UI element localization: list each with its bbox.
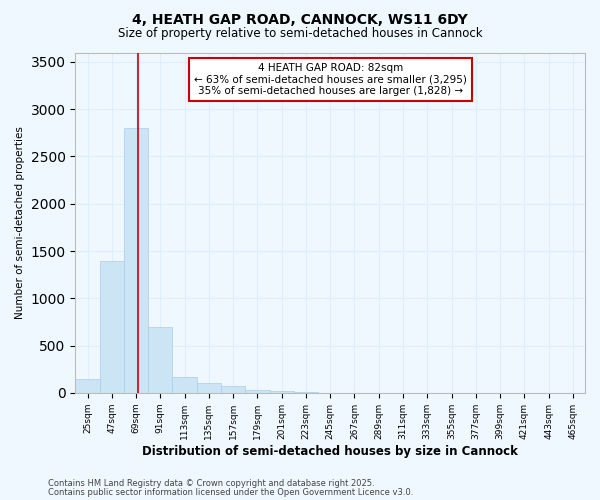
Bar: [245, 390, 269, 393]
Bar: [269, 391, 294, 393]
Y-axis label: Number of semi-detached properties: Number of semi-detached properties: [15, 126, 25, 319]
Text: 4 HEATH GAP ROAD: 82sqm
← 63% of semi-detached houses are smaller (3,295)
35% of: 4 HEATH GAP ROAD: 82sqm ← 63% of semi-de…: [194, 62, 467, 96]
Bar: [124, 128, 148, 393]
X-axis label: Distribution of semi-detached houses by size in Cannock: Distribution of semi-detached houses by …: [142, 444, 518, 458]
Bar: [76, 378, 100, 393]
Text: 4, HEATH GAP ROAD, CANNOCK, WS11 6DY: 4, HEATH GAP ROAD, CANNOCK, WS11 6DY: [132, 12, 468, 26]
Text: Contains HM Land Registry data © Crown copyright and database right 2025.: Contains HM Land Registry data © Crown c…: [48, 479, 374, 488]
Text: Contains public sector information licensed under the Open Government Licence v3: Contains public sector information licen…: [48, 488, 413, 497]
Bar: [197, 383, 221, 393]
Text: Size of property relative to semi-detached houses in Cannock: Size of property relative to semi-detach…: [118, 28, 482, 40]
Bar: [221, 386, 245, 393]
Bar: [100, 262, 124, 393]
Bar: [172, 377, 197, 393]
Bar: [148, 326, 172, 393]
